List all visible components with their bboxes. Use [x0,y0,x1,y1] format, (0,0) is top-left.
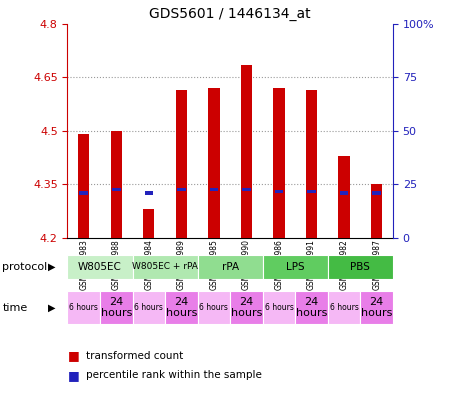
Bar [371,184,382,238]
Bar [198,291,230,324]
Bar [67,291,100,324]
Bar [198,255,263,279]
Text: 24
hours: 24 hours [166,297,197,318]
Text: 6 hours: 6 hours [330,303,359,312]
Bar [307,189,316,193]
Bar [230,291,263,324]
Bar [306,90,317,238]
Bar [210,188,218,191]
Text: ▶: ▶ [48,262,55,272]
Text: rPA: rPA [222,262,239,272]
Text: 24
hours: 24 hours [361,297,392,318]
Title: GDS5601 / 1446134_at: GDS5601 / 1446134_at [149,7,311,21]
Bar [208,88,219,238]
Bar [67,255,133,279]
Bar [143,209,154,238]
Text: percentile rank within the sample: percentile rank within the sample [86,370,262,380]
Bar [165,291,198,324]
Bar [275,189,283,193]
Text: time: time [2,303,27,312]
Bar [295,291,328,324]
Text: 6 hours: 6 hours [134,303,163,312]
Bar [177,188,186,191]
Bar [360,291,393,324]
Bar [133,255,198,279]
Bar [263,255,328,279]
Text: W805EC: W805EC [78,262,122,272]
Bar [339,156,350,238]
Bar [328,291,360,324]
Bar [133,291,165,324]
Bar [111,130,122,238]
Text: PBS: PBS [351,262,370,272]
Text: ■: ■ [67,349,79,362]
Text: 24
hours: 24 hours [231,297,262,318]
Bar [100,291,133,324]
Bar [112,188,120,191]
Text: ▶: ▶ [48,303,55,312]
Text: LPS: LPS [286,262,305,272]
Text: transformed count: transformed count [86,351,183,361]
Bar [145,191,153,195]
Bar [241,64,252,238]
Bar [263,291,295,324]
Bar [176,90,187,238]
Bar [372,191,381,195]
Bar [273,88,285,238]
Bar [328,255,393,279]
Text: ■: ■ [67,369,79,382]
Text: 6 hours: 6 hours [69,303,98,312]
Bar [340,191,348,195]
Bar [78,134,89,238]
Text: W805EC + rPA: W805EC + rPA [132,263,198,271]
Text: 6 hours: 6 hours [265,303,293,312]
Text: 6 hours: 6 hours [199,303,228,312]
Text: 24
hours: 24 hours [100,297,132,318]
Text: protocol: protocol [2,262,47,272]
Bar [80,191,88,195]
Bar [242,188,251,191]
Text: 24
hours: 24 hours [296,297,327,318]
